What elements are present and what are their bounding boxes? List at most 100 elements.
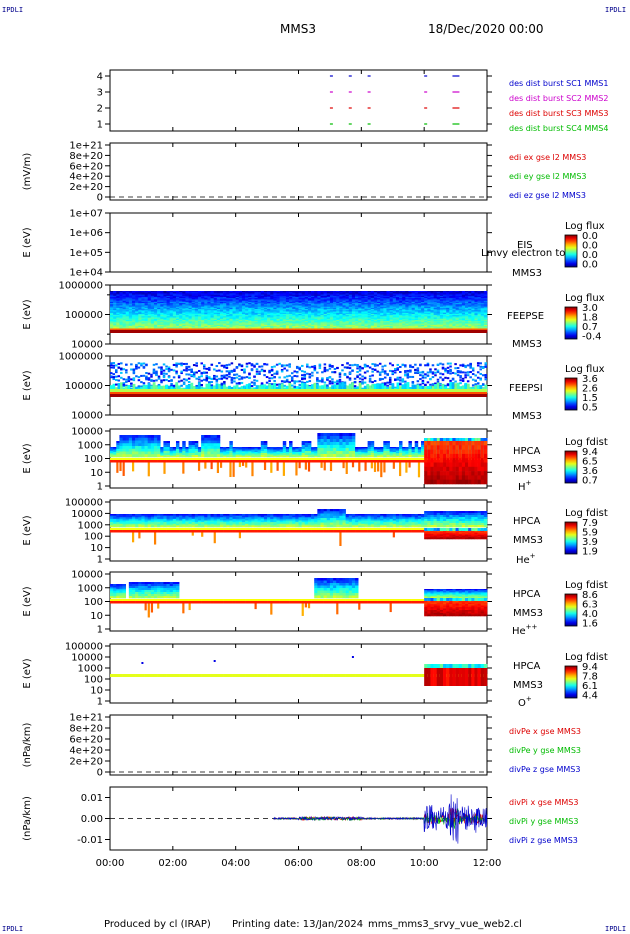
feepse-cell: [304, 291, 309, 293]
feepse-cell: [443, 324, 447, 327]
feepse-cell: [329, 325, 334, 328]
feepse-cell: [279, 304, 284, 306]
feepse-cell: [110, 311, 114, 314]
feepsi-speckle: [185, 362, 188, 365]
feepse-cell: [329, 322, 334, 324]
feepse-cell: [417, 328, 422, 330]
feepse-cell: [314, 307, 318, 310]
feepse-cell: [311, 327, 315, 329]
feepse-cell: [458, 294, 463, 297]
feepse-cell: [292, 300, 296, 303]
feepse-cell: [194, 317, 199, 320]
feepse-cell: [251, 295, 255, 298]
feepse-cell: [323, 300, 328, 303]
eis-panel-frame: [109, 212, 488, 273]
feepse-cell: [263, 293, 268, 295]
feepse-cell: [465, 325, 469, 328]
feepse-cell: [471, 313, 475, 316]
feepse-cell: [232, 328, 236, 330]
feepse-cell: [301, 305, 306, 307]
feepse-cell: [333, 316, 337, 318]
feepse-cell: [430, 306, 434, 309]
feepse-cell: [408, 312, 412, 315]
feepse-cell: [204, 325, 208, 328]
feepsi-speckle: [202, 367, 206, 370]
feepse-cell: [424, 293, 428, 295]
feepse-cell: [150, 327, 155, 329]
feepse-cell: [276, 325, 280, 328]
feepsi-speckle: [213, 374, 216, 377]
feepse-cell: [304, 300, 309, 303]
feepse-cell: [160, 325, 164, 328]
feepse-cell: [436, 312, 441, 315]
feepse-cell: [455, 321, 460, 323]
feepse-cell: [339, 304, 343, 306]
feepse-cell: [135, 318, 139, 321]
feepse-cell: [295, 325, 299, 328]
feepse-cell: [232, 309, 236, 311]
feepse-cell: [157, 322, 161, 324]
feepse-cell: [377, 291, 381, 293]
feepse-cell: [461, 300, 466, 303]
feepsi-speckle: [213, 368, 216, 371]
feepse-cell: [125, 298, 130, 300]
feepse-cell: [443, 322, 447, 324]
feepse-cell: [402, 313, 406, 316]
feepse-cell: [160, 313, 164, 316]
feepse-cell: [329, 315, 334, 317]
feepse-cell: [207, 313, 211, 316]
feepse-cell: [257, 324, 262, 327]
feepse-cell: [483, 307, 488, 310]
feepse-cell: [197, 315, 202, 317]
feepse-cell: [135, 328, 139, 330]
feepse-cell: [389, 327, 394, 329]
feepse-cell: [194, 300, 199, 303]
feepse-cell: [116, 299, 120, 301]
feepsi-speckle: [253, 365, 256, 368]
feepse-cell: [295, 309, 299, 311]
feepse-cell: [260, 307, 265, 310]
feepse-cell: [210, 297, 214, 299]
feepse-cell: [402, 315, 406, 317]
feepse-cell: [194, 325, 199, 328]
feepse-cell: [295, 323, 299, 326]
feepse-cell: [113, 316, 117, 318]
feepse-cell: [251, 297, 255, 299]
feepse-cell: [263, 298, 268, 300]
feepse-cell: [289, 312, 293, 315]
feepse-cell: [131, 310, 136, 312]
feepse-cell: [333, 304, 337, 306]
feepse-cell: [408, 299, 412, 301]
feepse-cell: [254, 298, 258, 300]
feepse-cell: [172, 311, 177, 314]
feepse-cell: [483, 298, 488, 300]
feepsi-tick-label: 10000: [71, 411, 103, 422]
feepse-cell: [257, 321, 262, 323]
feepse-cell: [254, 300, 258, 303]
feepse-cell: [235, 327, 240, 329]
feepse-cell: [373, 291, 378, 293]
feepse-colorbar: [564, 306, 578, 340]
feepse-cell: [408, 311, 412, 314]
feepse-cell: [166, 319, 170, 322]
feepse-cell: [477, 327, 482, 329]
feepse-cell: [201, 304, 205, 306]
feepse-cell: [160, 311, 164, 314]
feepse-cell: [166, 310, 170, 312]
feepse-cell: [229, 295, 233, 298]
feepse-cell: [172, 305, 177, 307]
feepse-cell: [188, 311, 192, 314]
feepse-cell: [395, 316, 400, 318]
feepsi-speckle: [150, 379, 153, 382]
feepse-cell: [197, 292, 202, 294]
feepse-cell: [364, 328, 368, 330]
feepse-cell: [160, 292, 164, 294]
feepse-cell: [289, 303, 293, 305]
feepse-cell: [446, 293, 450, 295]
feepse-cell: [468, 310, 472, 312]
feepse-cell: [150, 307, 155, 310]
feepse-cell: [213, 312, 218, 315]
feepse-cell: [402, 324, 406, 327]
feepse-cell: [210, 328, 214, 330]
feepse-cell: [116, 328, 120, 330]
